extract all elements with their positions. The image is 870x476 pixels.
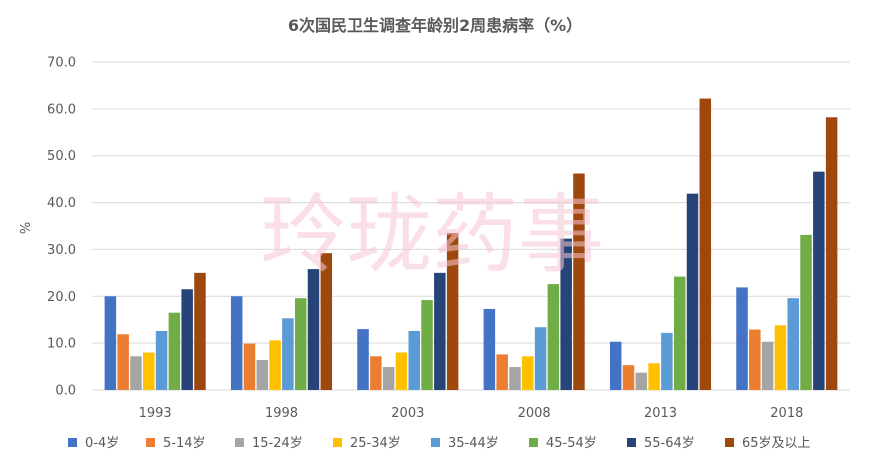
bar-2013-series-5	[673, 276, 686, 390]
bar-1998-series-6	[307, 269, 320, 390]
bar-2018-series-6	[813, 171, 825, 390]
bar-1993-series-3	[143, 352, 155, 390]
legend-item: 65岁及以上	[725, 436, 811, 451]
y-tick-label: 30.0	[47, 243, 76, 258]
bar-2013-series-6	[686, 193, 699, 390]
legend-item: 5-14岁	[146, 436, 206, 451]
bar-2008-series-1	[496, 354, 508, 390]
legend-swatch	[627, 438, 636, 447]
legend-item: 45-54岁	[529, 436, 597, 451]
bar-2003-series-7	[446, 233, 459, 390]
legend-label: 15-24岁	[252, 436, 303, 451]
legend-swatch	[725, 438, 734, 447]
bar-2018-series-7	[825, 117, 838, 390]
x-tick-label: 2018	[770, 406, 803, 421]
legend-label: 0-4岁	[85, 436, 119, 451]
bars	[104, 98, 838, 390]
bar-2018-series-2	[761, 341, 774, 390]
x-tick-label: 1993	[139, 406, 172, 421]
chart-title: 6次国民卫生调查年龄别2周患病率（%）	[288, 16, 582, 35]
bar-1998-series-0	[230, 296, 243, 390]
bar-2013-series-7	[699, 98, 712, 390]
bar-1998-series-4	[282, 318, 294, 390]
legend-item: 15-24岁	[235, 436, 303, 451]
bar-2008-series-6	[560, 238, 572, 390]
bar-2013-series-0	[609, 341, 622, 390]
legend-label: 5-14岁	[163, 436, 206, 451]
bar-2018-series-0	[736, 287, 748, 390]
bar-1998-series-5	[294, 298, 307, 390]
bar-2003-series-3	[395, 352, 408, 390]
bar-2013-series-3	[648, 363, 660, 390]
legend-label: 25-34岁	[350, 436, 401, 451]
bar-2008-series-3	[522, 356, 534, 390]
y-tick-label: 10.0	[47, 337, 76, 352]
bar-2013-series-4	[661, 332, 673, 390]
bar-1998-series-1	[243, 343, 256, 390]
x-tick-label: 1998	[265, 406, 298, 421]
gridlines	[92, 61, 850, 391]
y-axis-label: %	[19, 222, 34, 234]
legend-swatch	[235, 438, 244, 447]
legend-swatch	[146, 438, 155, 447]
bar-1998-series-3	[269, 340, 281, 390]
y-tick-label: 20.0	[47, 290, 76, 305]
legend-label: 45-54岁	[546, 436, 597, 451]
bar-1998-series-2	[256, 360, 269, 390]
legend-swatch	[529, 438, 538, 447]
bar-2018-series-4	[787, 298, 799, 390]
bar-2018-series-3	[774, 325, 787, 390]
legend-label: 35-44岁	[448, 436, 499, 451]
bar-2008-series-0	[483, 308, 496, 390]
legend-label: 55-64岁	[644, 436, 695, 451]
bar-1993-series-6	[181, 289, 193, 390]
bar-1993-series-5	[168, 312, 181, 390]
bar-1993-series-4	[155, 330, 168, 390]
bar-2013-series-1	[622, 365, 635, 390]
bar-2003-series-4	[408, 330, 420, 390]
bar-2008-series-2	[509, 367, 521, 390]
bar-2018-series-1	[749, 329, 761, 390]
x-tick-label: 2008	[518, 406, 551, 421]
x-tick-label: 2003	[391, 406, 424, 421]
legend-item: 25-34岁	[333, 436, 401, 451]
y-tick-label: 0.0	[55, 384, 76, 399]
bar-2003-series-1	[370, 356, 382, 390]
y-tick-label: 40.0	[47, 196, 76, 211]
legend: 0-4岁 5-14岁 15-24岁 25-34岁 35-44岁 45-54岁 55-64岁 6…	[68, 436, 811, 451]
y-tick-label: 60.0	[47, 102, 76, 117]
bar-1993-series-2	[130, 356, 142, 390]
legend-label: 65岁及以上	[742, 436, 811, 451]
y-tick-label: 50.0	[47, 149, 76, 164]
y-tick-label: 70.0	[47, 56, 76, 71]
bar-2003-series-2	[382, 367, 395, 390]
legend-swatch	[68, 438, 77, 447]
bar-2008-series-4	[534, 327, 547, 390]
legend-item: 55-64岁	[627, 436, 695, 451]
legend-swatch	[333, 438, 342, 447]
legend-item: 35-44岁	[431, 436, 499, 451]
watermark: 玲珑药事	[260, 185, 604, 285]
bar-2003-series-5	[421, 300, 433, 390]
x-axis-ticks: 1993 1998 2003 2008 2013 2018	[139, 406, 804, 421]
bar-2013-series-2	[635, 372, 648, 390]
bar-1993-series-1	[117, 334, 129, 390]
legend-item: 0-4岁	[68, 436, 119, 451]
legend-swatch	[431, 438, 440, 447]
bar-2003-series-0	[357, 329, 369, 390]
bar-1993-series-7	[194, 272, 206, 390]
bar-2003-series-6	[434, 272, 446, 390]
x-tick-label: 2013	[644, 406, 677, 421]
bar-2018-series-5	[800, 234, 812, 390]
bar-2008-series-5	[547, 284, 560, 390]
y-axis-ticks: 0.0 10.0 20.0 30.0 40.0 50.0 60.0 70.0	[47, 56, 76, 399]
bar-2008-series-7	[573, 173, 585, 390]
bar-1993-series-0	[104, 296, 117, 390]
bar-1998-series-7	[320, 253, 333, 390]
